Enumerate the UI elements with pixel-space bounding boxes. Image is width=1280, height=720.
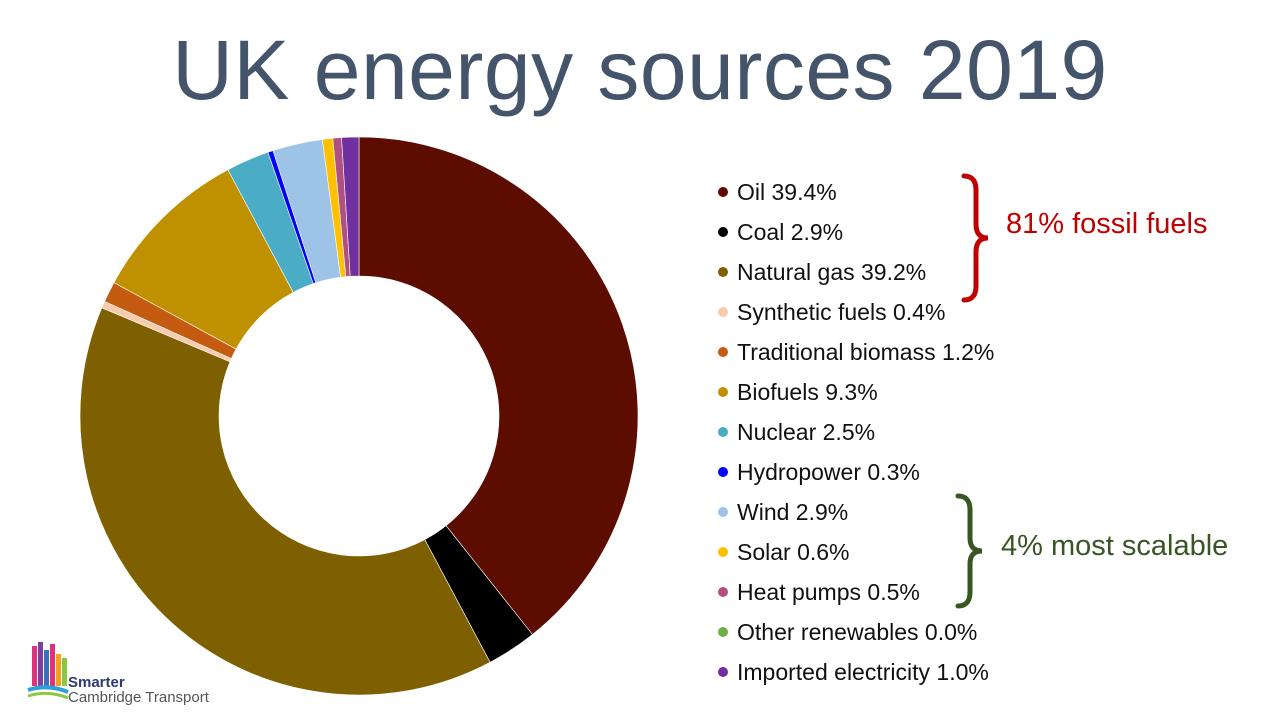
most-scalable-annotation: 4% most scalable [1001, 530, 1229, 562]
donut-slice-oil [358, 136, 639, 635]
legend-item-oil: Oil 39.4% [718, 172, 994, 212]
legend-item-traditional-biomass: Traditional biomass 1.2% [718, 332, 994, 372]
legend-marker-icon [718, 387, 728, 397]
logo-mark-icon [27, 642, 69, 700]
legend-marker-icon [718, 467, 728, 477]
legend-marker-icon [718, 347, 728, 357]
fossil-fuels-annotation: 81% fossil fuels [1006, 208, 1208, 240]
legend-label: Imported electricity 1.0% [737, 658, 989, 685]
legend-item-coal: Coal 2.9% [718, 212, 994, 252]
legend-label: Natural gas 39.2% [737, 258, 927, 285]
legend-label: Heat pumps 0.5% [737, 578, 920, 605]
legend-label: Hydropower 0.3% [737, 458, 920, 485]
scalable-brace-icon [955, 493, 983, 609]
legend-item-wind: Wind 2.9% [718, 492, 994, 532]
legend-marker-icon [718, 547, 728, 557]
logo-text-cambridge-transport: Cambridge Transport [68, 689, 209, 706]
legend-item-imported-electricity: Imported electricity 1.0% [718, 652, 994, 692]
legend-label: Biofuels 9.3% [737, 378, 878, 405]
legend-item-natural-gas: Natural gas 39.2% [718, 252, 994, 292]
legend-item-other-renewables: Other renewables 0.0% [718, 612, 994, 652]
smarter-cambridge-transport-logo: Smarter Cambridge Transport [26, 640, 226, 710]
logo-text-smarter: Smarter [68, 674, 125, 691]
legend-item-solar: Solar 0.6% [718, 532, 994, 572]
legend-marker-icon [718, 307, 728, 317]
legend-label: Oil 39.4% [737, 178, 837, 205]
legend-marker-icon [718, 427, 728, 437]
donut-slice-imported-electricity [341, 136, 360, 277]
legend-label: Other renewables 0.0% [737, 618, 978, 645]
legend-label: Synthetic fuels 0.4% [737, 298, 946, 325]
legend-label: Nuclear 2.5% [737, 418, 876, 445]
legend-label: Coal 2.9% [737, 218, 844, 245]
legend-item-nuclear: Nuclear 2.5% [718, 412, 994, 452]
fossil-brace-icon [961, 173, 989, 303]
legend-item-hydropower: Hydropower 0.3% [718, 452, 994, 492]
legend-item-synthetic-fuels: Synthetic fuels 0.4% [718, 292, 994, 332]
legend-marker-icon [718, 667, 728, 677]
legend-marker-icon [718, 507, 728, 517]
legend-label: Wind 2.9% [737, 498, 849, 525]
legend-item-biofuels: Biofuels 9.3% [718, 372, 994, 412]
chart-title: UK energy sources 2019 [172, 23, 1108, 117]
legend-item-heat-pumps: Heat pumps 0.5% [718, 572, 994, 612]
legend-label: Traditional biomass 1.2% [737, 338, 995, 365]
legend-marker-icon [718, 187, 728, 197]
donut-chart [79, 136, 639, 696]
legend-marker-icon [718, 627, 728, 637]
donut-slice-natural-gas [79, 307, 491, 696]
legend-marker-icon [718, 227, 728, 237]
legend-marker-icon [718, 267, 728, 277]
legend-label: Solar 0.6% [737, 538, 850, 565]
chart-legend: Oil 39.4% Coal 2.9% Natural gas 39.2% Synth… [718, 172, 994, 692]
legend-marker-icon [718, 587, 728, 597]
